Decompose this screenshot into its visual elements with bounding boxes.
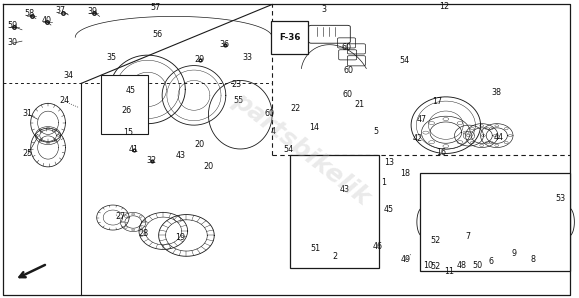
Text: 37: 37: [56, 6, 66, 15]
Text: 50: 50: [472, 261, 483, 270]
Text: 7: 7: [466, 232, 470, 241]
Text: 40: 40: [41, 16, 52, 25]
Text: 4: 4: [271, 127, 276, 136]
Text: 3: 3: [322, 5, 327, 14]
Bar: [290, 155, 379, 268]
Text: 48: 48: [457, 261, 467, 270]
Text: 23: 23: [231, 80, 241, 89]
Text: 45: 45: [125, 86, 135, 95]
Text: 13: 13: [384, 158, 394, 167]
Text: 53: 53: [555, 194, 566, 203]
Text: 26: 26: [121, 106, 131, 115]
Text: partsbikelik: partsbikelik: [228, 88, 374, 210]
Text: 59: 59: [8, 21, 18, 30]
Text: 57: 57: [150, 3, 160, 12]
Text: 28: 28: [138, 229, 149, 238]
Text: 19: 19: [175, 233, 186, 242]
Text: 18: 18: [400, 169, 411, 178]
Text: 47: 47: [416, 115, 427, 124]
Text: 14: 14: [309, 123, 319, 132]
Bar: [101, 74, 148, 134]
Text: 52: 52: [430, 262, 441, 271]
Text: 2: 2: [332, 252, 337, 261]
Text: 41: 41: [128, 145, 138, 154]
Text: 46: 46: [372, 242, 383, 251]
Text: 30: 30: [8, 38, 18, 47]
Text: 8: 8: [530, 255, 535, 264]
Text: 44: 44: [494, 133, 504, 142]
Text: 24: 24: [60, 96, 70, 105]
Text: 1: 1: [381, 178, 386, 187]
Text: 32: 32: [146, 156, 157, 165]
Text: 36: 36: [219, 40, 230, 49]
Text: 42: 42: [413, 134, 423, 143]
Text: 60: 60: [342, 90, 353, 99]
Text: 33: 33: [243, 53, 253, 62]
Text: 45: 45: [384, 205, 394, 214]
Text: 60: 60: [341, 43, 351, 52]
Text: 39: 39: [87, 7, 98, 16]
Text: 31: 31: [23, 109, 33, 118]
Text: 25: 25: [23, 149, 33, 158]
Text: 29: 29: [195, 55, 205, 63]
Text: 6: 6: [489, 257, 493, 266]
Text: 49: 49: [400, 255, 411, 264]
Text: 56: 56: [152, 30, 163, 39]
Text: 5: 5: [374, 127, 379, 136]
Text: 12: 12: [439, 2, 450, 11]
Text: 43: 43: [175, 151, 186, 160]
Text: F-36: F-36: [278, 33, 301, 42]
Text: 11: 11: [444, 267, 454, 276]
Text: 35: 35: [106, 53, 116, 62]
Text: 20: 20: [203, 162, 214, 171]
Text: 52: 52: [430, 236, 441, 245]
Text: 60: 60: [343, 66, 354, 75]
Text: 16: 16: [436, 148, 446, 157]
Text: 58: 58: [24, 9, 34, 18]
Text: 21: 21: [354, 100, 364, 109]
Text: 27: 27: [115, 212, 126, 221]
Text: 34: 34: [63, 71, 74, 80]
Text: 54: 54: [399, 56, 409, 65]
Text: 20: 20: [195, 140, 205, 149]
Text: 51: 51: [310, 244, 321, 253]
Bar: [420, 173, 570, 271]
Bar: [271, 21, 308, 54]
Text: 15: 15: [123, 128, 134, 137]
Text: 38: 38: [492, 89, 502, 97]
Text: 60: 60: [264, 109, 274, 118]
Text: 10: 10: [423, 261, 434, 270]
Text: 55: 55: [233, 96, 244, 105]
Text: 54: 54: [283, 145, 294, 154]
Text: 17: 17: [432, 97, 442, 106]
Text: 9: 9: [512, 249, 516, 258]
Text: 22: 22: [290, 104, 301, 113]
Text: 43: 43: [339, 185, 350, 194]
